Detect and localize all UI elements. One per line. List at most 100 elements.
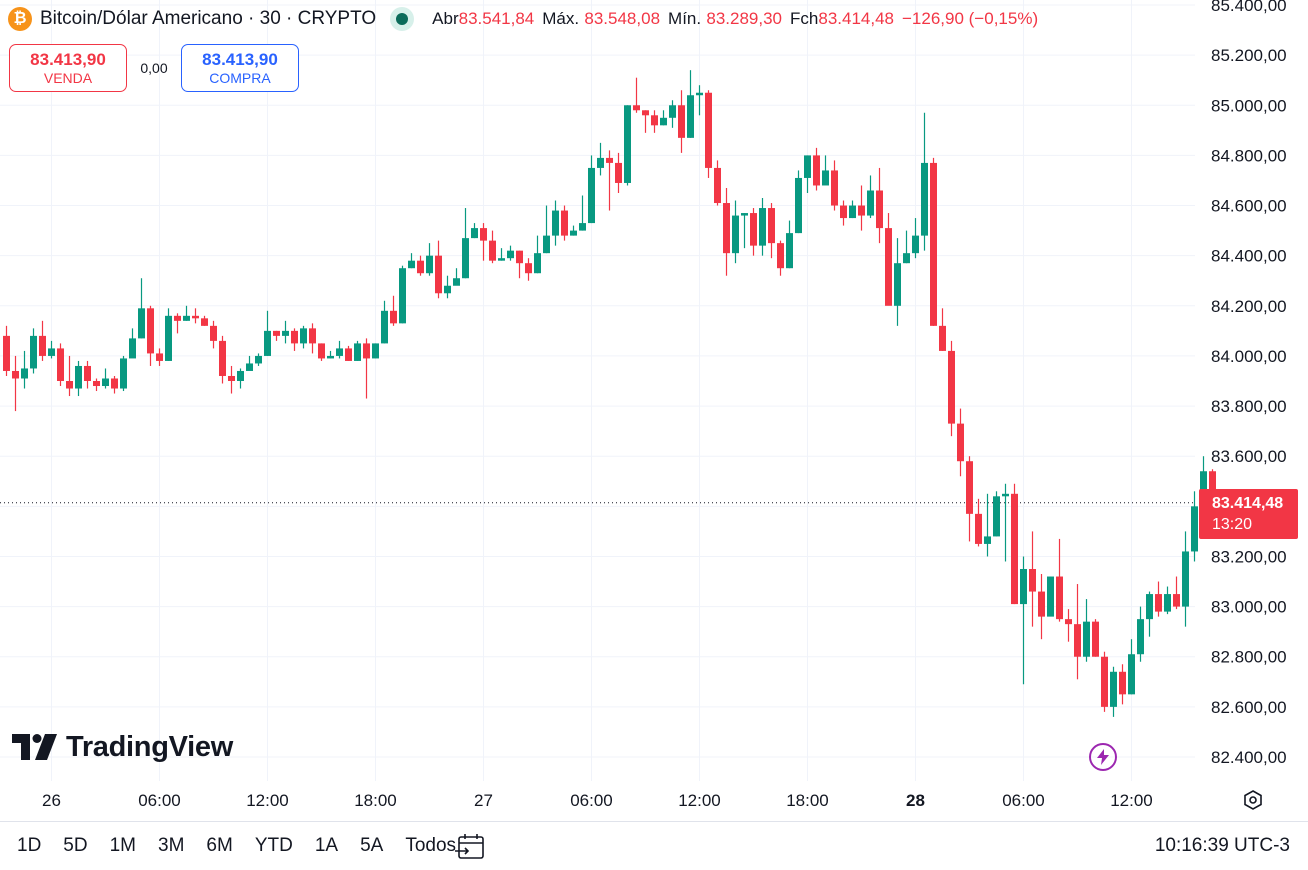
range-button[interactable]: YTD xyxy=(254,835,293,856)
candle xyxy=(444,275,451,299)
candle-body xyxy=(399,268,406,324)
buy-button[interactable]: 83.413,90 COMPRA xyxy=(181,44,299,92)
calendar-goto-icon[interactable] xyxy=(455,833,489,861)
range-button[interactable]: 1A xyxy=(314,835,339,856)
candle-body xyxy=(3,335,10,371)
last-price-tag: 83.414,48 13:20 xyxy=(1199,489,1298,539)
candle xyxy=(1128,639,1135,695)
price-tick-label: 83.200,00 xyxy=(1211,547,1287,566)
candle xyxy=(948,340,955,437)
range-button[interactable]: 1D xyxy=(17,835,42,856)
candle-body xyxy=(120,358,127,389)
hexagon-settings-icon[interactable] xyxy=(1241,788,1265,812)
time-tick-label: 06:00 xyxy=(1002,791,1045,810)
candle xyxy=(174,313,181,334)
candle xyxy=(408,253,415,269)
candle-body xyxy=(1011,493,1018,605)
close-value: 83.414,48 xyxy=(818,9,894,28)
time-tick-label: 18:00 xyxy=(786,791,829,810)
range-buttons: 1D 5D 1M 3M 6M YTD 1A 5A Todos xyxy=(6,822,467,870)
candle xyxy=(1029,531,1036,627)
candle-body xyxy=(786,233,793,269)
time-axis[interactable]: 26 06:00 12:00 18:00 27 06:00 12:00 18:00 28 06:0… xyxy=(42,791,1153,810)
candle xyxy=(354,340,361,361)
candle xyxy=(390,295,397,326)
candle-body xyxy=(858,205,865,216)
candle-body xyxy=(1083,621,1090,657)
clock-timezone[interactable]: 10:16:39 UTC-3 xyxy=(1154,835,1290,856)
candle xyxy=(831,160,838,211)
candle-body xyxy=(1155,594,1162,612)
candle xyxy=(984,493,991,557)
market-status-icon[interactable] xyxy=(390,7,415,31)
candle-body xyxy=(363,343,370,359)
candle-body xyxy=(201,318,208,326)
candle-body xyxy=(309,328,316,344)
candle-body xyxy=(1182,551,1189,607)
candle xyxy=(318,343,325,361)
candle-body xyxy=(840,205,847,219)
range-button[interactable]: 3M xyxy=(158,835,185,856)
candle-body xyxy=(903,253,910,264)
range-button[interactable]: 5D xyxy=(63,835,88,856)
range-button[interactable]: Todos xyxy=(405,835,457,856)
candle xyxy=(363,338,370,399)
candle-body xyxy=(696,92,703,96)
symbol-title[interactable]: Bitcoin/Dólar Americano · 30 · CRYPTO xyxy=(40,8,377,29)
candle xyxy=(516,250,523,279)
lightning-icon[interactable] xyxy=(1089,743,1117,771)
candle-body xyxy=(21,368,28,379)
candle xyxy=(1020,556,1027,685)
candle-body xyxy=(1038,591,1045,617)
candle xyxy=(282,320,289,344)
candle xyxy=(453,268,460,286)
price-tick-label: 82.600,00 xyxy=(1211,698,1287,717)
candle-body xyxy=(1110,671,1117,707)
candle-body xyxy=(426,255,433,274)
candle-body xyxy=(39,335,46,356)
candle xyxy=(813,147,820,191)
candle xyxy=(714,160,721,206)
candle-body xyxy=(156,353,163,361)
candle xyxy=(957,408,964,477)
tradingview-logo[interactable]: TradingView xyxy=(12,729,233,765)
candle-body xyxy=(885,228,892,306)
candle xyxy=(579,195,586,231)
candle xyxy=(732,200,739,264)
time-tick-label: 06:00 xyxy=(138,791,181,810)
candle-body xyxy=(183,315,190,321)
candle-body xyxy=(138,308,145,339)
range-button[interactable]: 6M xyxy=(206,835,233,856)
candle-body xyxy=(687,95,694,138)
sell-button[interactable]: 83.413,90 VENDA xyxy=(9,44,127,92)
candle-body xyxy=(192,315,199,319)
high-label: Máx. xyxy=(542,9,580,28)
candle-body xyxy=(948,350,955,424)
low-label: Mín. xyxy=(668,9,702,28)
candle-body xyxy=(732,215,739,254)
last-price-value: 83.414,48 xyxy=(1212,495,1284,512)
candle xyxy=(102,368,109,389)
candle xyxy=(552,200,559,246)
range-button[interactable]: 5A xyxy=(360,835,384,856)
candle-body xyxy=(381,310,388,344)
candle xyxy=(435,240,442,299)
candle-body xyxy=(588,167,595,224)
candlestick-chart[interactable]: 82.400,00 82.600,00 82.800,00 83.000,00 83.2… xyxy=(0,0,1308,820)
candle xyxy=(228,365,235,394)
candle xyxy=(84,360,91,389)
buy-label: COMPRA xyxy=(209,69,271,86)
candle xyxy=(705,90,712,178)
candle xyxy=(858,185,865,231)
candles xyxy=(3,70,1216,717)
candle xyxy=(1092,619,1099,657)
candle xyxy=(1146,591,1153,637)
range-button[interactable]: 1M xyxy=(109,835,136,856)
candle-body xyxy=(102,378,109,387)
candle-body xyxy=(1047,576,1054,617)
price-axis[interactable]: 82.400,00 82.600,00 82.800,00 83.000,00 83.2… xyxy=(1211,0,1287,767)
candle-body xyxy=(759,208,766,246)
candle xyxy=(849,200,856,219)
candle-body xyxy=(831,170,838,206)
candle xyxy=(822,155,829,186)
